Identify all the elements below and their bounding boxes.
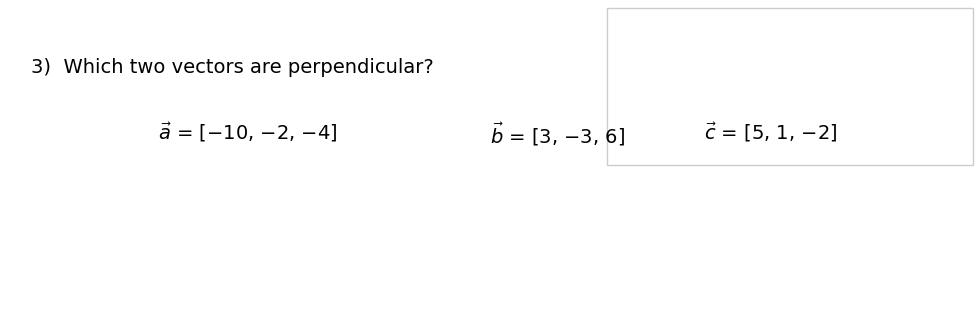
Text: $\vec{b}$ = [3, −3, 6]: $\vec{b}$ = [3, −3, 6] — [489, 121, 624, 148]
Text: 3)  Which two vectors are perpendicular?: 3) Which two vectors are perpendicular? — [30, 58, 433, 77]
Text: $\vec{a}$ = [−10, −2, −4]: $\vec{a}$ = [−10, −2, −4] — [157, 121, 336, 144]
Text: $\vec{c}$ = [5, 1, −2]: $\vec{c}$ = [5, 1, −2] — [703, 121, 837, 144]
